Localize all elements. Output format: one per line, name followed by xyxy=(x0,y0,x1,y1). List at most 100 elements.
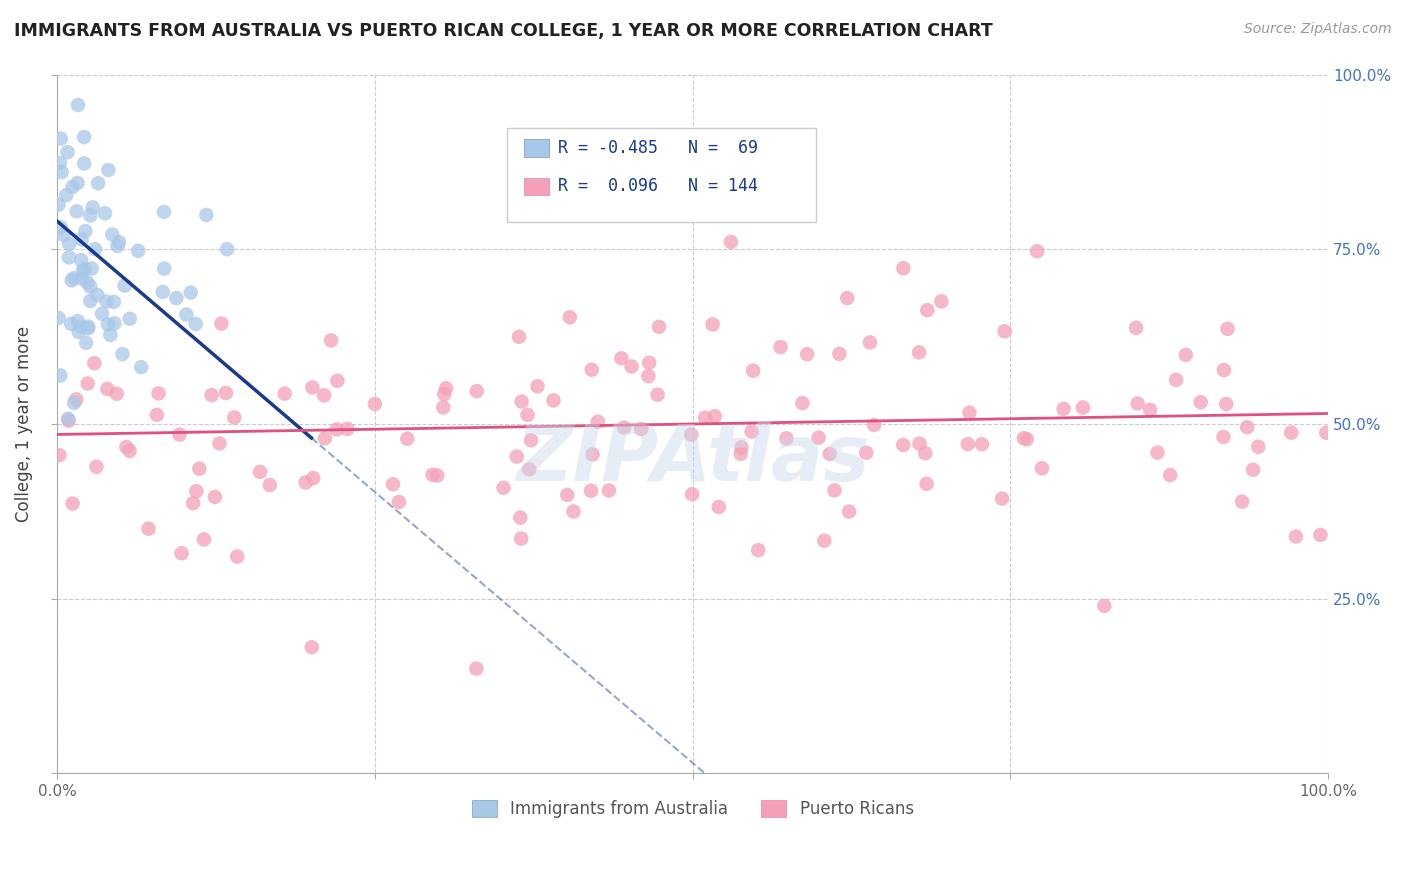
Point xyxy=(775,431,797,445)
Point xyxy=(702,318,724,332)
Point xyxy=(1315,425,1337,440)
Point xyxy=(91,307,114,321)
Point xyxy=(742,364,765,378)
Point xyxy=(87,176,110,190)
Point xyxy=(73,262,96,277)
Point xyxy=(153,261,176,276)
Point xyxy=(364,397,387,411)
Point xyxy=(1146,445,1168,459)
Point xyxy=(60,273,83,287)
Point xyxy=(66,176,89,190)
Point xyxy=(893,261,915,276)
Point xyxy=(66,98,89,112)
Point xyxy=(1092,599,1115,613)
Point xyxy=(48,197,70,211)
Point xyxy=(863,417,886,432)
Point xyxy=(1012,431,1035,445)
Point xyxy=(138,522,160,536)
Point xyxy=(707,500,730,514)
Point xyxy=(208,436,231,450)
Point xyxy=(108,235,131,249)
Point xyxy=(526,379,548,393)
Point xyxy=(1139,402,1161,417)
Point xyxy=(828,347,851,361)
Point xyxy=(176,308,198,322)
Point xyxy=(908,345,931,359)
Point xyxy=(915,476,938,491)
Point xyxy=(1215,397,1237,411)
Point xyxy=(294,475,316,490)
Point xyxy=(66,314,89,328)
Point xyxy=(63,396,86,410)
Point xyxy=(1071,401,1094,415)
Point xyxy=(52,227,75,242)
Point xyxy=(620,359,643,374)
Point xyxy=(681,427,703,442)
Point xyxy=(837,291,859,305)
Point xyxy=(49,368,72,383)
Point xyxy=(336,422,359,436)
Point xyxy=(931,294,953,309)
Point xyxy=(73,130,96,145)
Point xyxy=(76,376,98,391)
Point xyxy=(152,285,174,299)
Point xyxy=(51,165,73,179)
Point xyxy=(96,382,118,396)
Point xyxy=(516,408,538,422)
Point xyxy=(70,233,93,247)
Point xyxy=(855,446,877,460)
Point xyxy=(107,239,129,253)
Point xyxy=(637,369,659,384)
Point xyxy=(226,549,249,564)
Point xyxy=(188,461,211,475)
Point xyxy=(129,360,152,375)
Point xyxy=(747,543,769,558)
Point xyxy=(422,467,444,482)
Text: Source: ZipAtlas.com: Source: ZipAtlas.com xyxy=(1244,22,1392,37)
Point xyxy=(301,640,323,655)
Point xyxy=(127,244,149,258)
Point xyxy=(693,410,716,425)
Point xyxy=(49,220,72,235)
Point xyxy=(105,386,128,401)
Point xyxy=(1216,322,1239,336)
Point xyxy=(908,436,931,450)
Point xyxy=(118,443,141,458)
Point xyxy=(96,294,118,309)
Point xyxy=(79,208,101,222)
Point xyxy=(180,285,202,300)
Point xyxy=(83,356,105,370)
Point xyxy=(56,411,79,425)
Point xyxy=(434,381,457,395)
Point xyxy=(509,510,531,524)
Point xyxy=(48,448,70,462)
Point xyxy=(153,205,176,219)
Point xyxy=(111,347,134,361)
Point xyxy=(184,317,207,331)
Point xyxy=(58,414,80,428)
Text: ZIPAtlas: ZIPAtlas xyxy=(516,421,869,497)
Point xyxy=(823,483,845,498)
Point xyxy=(510,532,533,546)
Point xyxy=(1309,528,1331,542)
Point xyxy=(215,386,238,401)
Point xyxy=(465,662,488,676)
Point xyxy=(80,261,103,276)
Point xyxy=(970,437,993,451)
Point xyxy=(994,324,1017,338)
Point xyxy=(818,447,841,461)
Point xyxy=(1026,244,1049,259)
Point xyxy=(859,335,882,350)
Point xyxy=(259,478,281,492)
Point xyxy=(555,488,578,502)
Point xyxy=(148,386,170,401)
Point xyxy=(914,446,936,460)
Point xyxy=(77,319,100,334)
Point xyxy=(55,188,77,202)
Point xyxy=(792,396,814,410)
Text: IMMIGRANTS FROM AUSTRALIA VS PUERTO RICAN COLLEGE, 1 YEAR OR MORE CORRELATION CH: IMMIGRANTS FROM AUSTRALIA VS PUERTO RICA… xyxy=(14,22,993,40)
Point xyxy=(703,409,725,424)
Point xyxy=(73,156,96,170)
Point xyxy=(1164,373,1187,387)
Point xyxy=(114,278,136,293)
